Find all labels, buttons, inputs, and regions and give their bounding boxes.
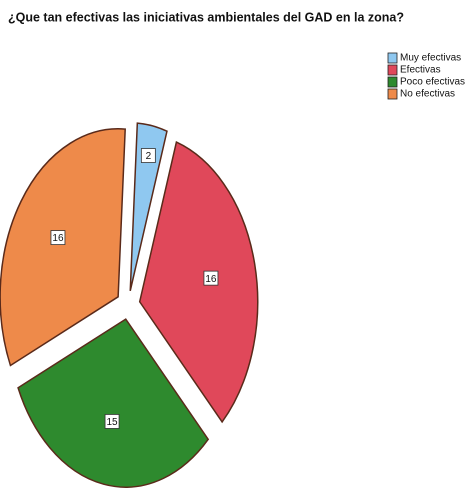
pie-slice bbox=[129, 122, 168, 292]
legend-swatch bbox=[387, 88, 398, 100]
data-label-box bbox=[140, 148, 156, 163]
legend-swatch bbox=[387, 52, 398, 64]
data-label: 16 bbox=[52, 233, 64, 244]
chart-title: ¿Que tan efectivas las iniciativas ambie… bbox=[8, 10, 404, 24]
data-label-box bbox=[50, 230, 66, 245]
data-label: 16 bbox=[205, 274, 217, 285]
data-label-box bbox=[203, 270, 219, 286]
pie-slice bbox=[17, 318, 210, 488]
data-label: 2 bbox=[146, 151, 152, 162]
data-label-box bbox=[104, 414, 120, 429]
legend-label: Efectivas bbox=[400, 65, 441, 76]
pie-slice bbox=[0, 128, 126, 367]
legend-swatch bbox=[387, 64, 398, 76]
legend-label: Poco efectivas bbox=[400, 77, 465, 88]
legend-label: No efectivas bbox=[400, 89, 455, 100]
data-label: 15 bbox=[107, 417, 119, 428]
legend-label: Muy efectivas bbox=[400, 53, 461, 64]
legend-swatch bbox=[387, 76, 398, 88]
pie-slice bbox=[138, 141, 259, 424]
